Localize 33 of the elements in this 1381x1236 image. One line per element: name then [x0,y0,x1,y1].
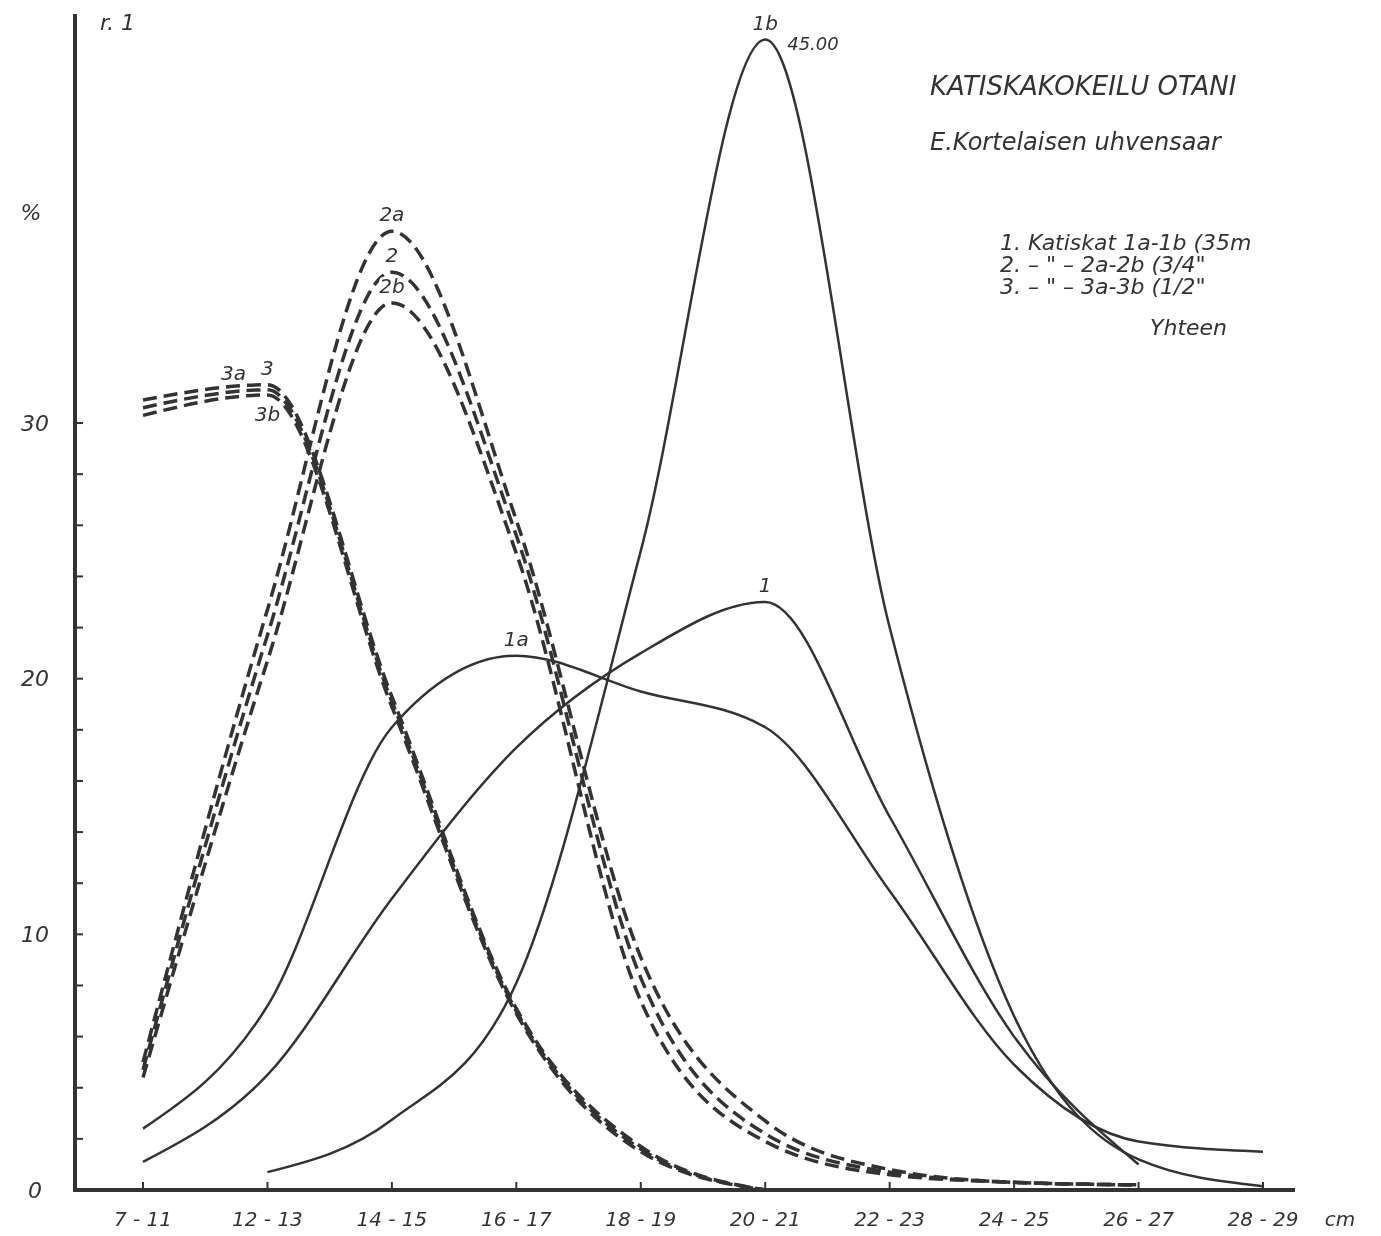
x-axis-title: cm [1324,1207,1356,1231]
x-tick-label: 24 - 25 [978,1207,1050,1231]
annotation: r. 1 [100,10,136,35]
x-tick-label: 22 - 23 [854,1207,926,1231]
series-label: 3 [261,355,274,380]
x-tick-label: 28 - 29 [1227,1207,1299,1231]
x-tick-label: 20 - 21 [729,1207,801,1231]
series-label: 3b [254,401,281,426]
x-tick-label: 14 - 15 [356,1207,428,1231]
series-label: 3a [220,360,246,385]
series-label: 1 [758,573,772,597]
annotation: Yhteen [1150,315,1228,340]
series-label: 1b [752,10,778,35]
y-tick-label: 20 [21,666,49,692]
annotation: 2. – " – 2a-2b (3/4" [1000,252,1206,277]
text: KATISKAKOKEILU OTANI [930,71,1237,101]
y-tick-label: 0 [28,1177,42,1203]
x-tick-label: 26 - 27 [1103,1207,1175,1231]
series-label: 2b [379,273,405,298]
series-label: 2 [385,243,399,268]
x-tick-label: 12 - 13 [232,1207,303,1231]
annotation: 1. Katiskat 1a-1b (35m [1000,230,1252,255]
y-tick-label: 30 [21,410,49,436]
series-label: 1a [503,626,529,651]
y-axis-title: % [20,200,42,225]
annotation: 45.00 [787,32,839,54]
annotation: 3. – " – 3a-3b (1/2" [1000,274,1206,299]
x-tick-label: 7 - 11 [113,1207,173,1231]
x-tick-label: 16 - 17 [480,1207,553,1231]
text: E.Kortelaisen uhvensaar [930,128,1224,156]
series-label: 2a [379,202,405,227]
x-tick-label: 18 - 19 [605,1207,677,1231]
y-tick-label: 10 [21,922,49,948]
